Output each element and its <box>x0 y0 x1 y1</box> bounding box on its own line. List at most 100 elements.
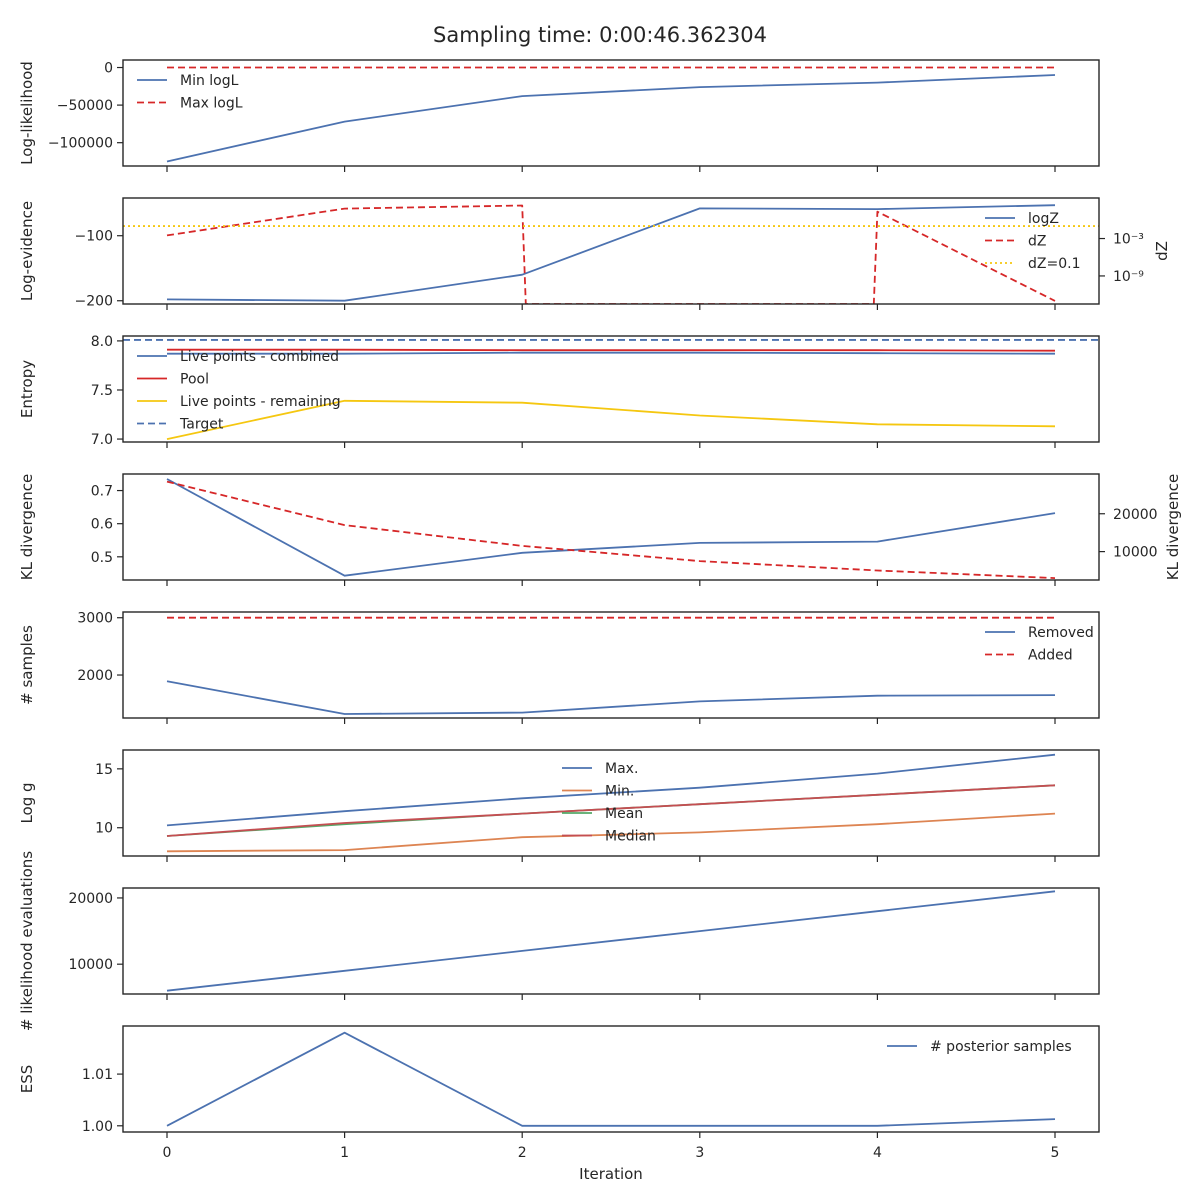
y-tick-label: 0.5 <box>91 550 113 566</box>
series-group <box>123 339 1099 440</box>
axes-frame <box>122 887 1100 995</box>
y-axis-label: ESS <box>18 1065 36 1094</box>
y-tick-label: 0.6 <box>91 517 113 533</box>
y-axis-label: Log-likelihood <box>18 61 36 165</box>
y-axis-label: Entropy <box>18 360 36 418</box>
legend-label: Live points - remaining <box>180 394 341 410</box>
panel-2: −100 −200 10⁻³ 10⁻⁹ Log-evidence dZ logZ dZ dZ=0… <box>18 197 1171 310</box>
x-tick-label: 4 <box>873 1145 882 1161</box>
chart-title: Sampling time: 0:00:46.362304 <box>433 23 767 47</box>
legend-label: Live points - combined <box>180 349 339 365</box>
series-group <box>166 616 1056 715</box>
y-tick-label: 7.5 <box>91 383 113 399</box>
series-line-posterior-samples <box>166 1031 1056 1127</box>
y-axis-label-right: KL divergence <box>1164 474 1182 580</box>
series-group <box>166 66 1056 163</box>
axes-frame <box>122 473 1100 581</box>
legend-label: dZ <box>1028 234 1046 250</box>
y-tick-label: 15 <box>95 762 113 778</box>
series-line-max <box>166 753 1056 827</box>
series-group <box>166 753 1056 853</box>
y-tick-label: −50000 <box>57 98 113 114</box>
axes-frame <box>122 611 1100 719</box>
y-tick-label: −100 <box>75 229 113 245</box>
series-line-removed <box>166 680 1056 715</box>
y-axis-label: KL divergence <box>18 474 36 580</box>
series-line-1 <box>166 480 1056 579</box>
x-tick-label: 3 <box>695 1145 704 1161</box>
y-tick-label-right: 10000 <box>1113 545 1158 561</box>
legend-label: Mean <box>605 806 643 822</box>
y-tick-label: −100000 <box>48 136 113 152</box>
y-axis-label: # likelihood evaluations <box>18 851 36 1031</box>
y-axis-label: # samples <box>18 625 36 705</box>
series-line-logz <box>166 204 1056 302</box>
panel-3: 8.0 7.5 7.0 Entropy Live points - combined Po… <box>18 334 1100 448</box>
legend-label: Target <box>179 417 224 433</box>
series-line-live-points-combined <box>167 351 1056 355</box>
y-tick-label-right: 10⁻³ <box>1113 232 1144 248</box>
axes-frame <box>122 1025 1100 1133</box>
axes-frame <box>122 59 1100 167</box>
y-tick-label: 1.01 <box>82 1067 113 1083</box>
legend-label: # posterior samples <box>930 1039 1072 1055</box>
y-axis-label-right: dZ <box>1153 241 1171 261</box>
y-tick-label: 0.7 <box>91 484 113 500</box>
legend-3: Live points - combined Pool Live points - … <box>137 349 341 433</box>
series-line-live-points-remaining <box>166 399 1056 440</box>
panel-8: 1.01 1.00 ESS # posterior samples 0 1 2 3 4 5 Iter… <box>18 1025 1100 1183</box>
series-line-0 <box>166 890 1056 992</box>
axes-frame <box>122 749 1100 857</box>
x-tick-label: 2 <box>518 1145 527 1161</box>
legend-label: logZ <box>1028 211 1059 227</box>
series-line-median <box>166 784 1056 837</box>
legend-label: Min. <box>605 784 634 800</box>
series-group <box>123 204 1099 304</box>
y-axis-label: Log g <box>18 782 36 823</box>
y-tick-label: 20000 <box>68 891 113 907</box>
legend-5: Removed Added <box>985 625 1094 664</box>
x-tick-label: 1 <box>340 1145 349 1161</box>
series-line-0 <box>166 478 1056 577</box>
y-tick-label: 1.00 <box>82 1119 113 1135</box>
axes-frame <box>122 197 1100 305</box>
legend-1: Min logL Max logL <box>137 73 243 112</box>
legend-label: Median <box>605 829 656 845</box>
legend-label: Removed <box>1028 625 1094 641</box>
x-tick-label: 0 <box>163 1145 172 1161</box>
y-tick-label-right: 20000 <box>1113 507 1158 523</box>
legend-label: Pool <box>180 372 209 388</box>
panel-7: 20000 10000 # likelihood evaluations <box>18 851 1100 1031</box>
series-line-min <box>166 812 1056 853</box>
y-tick-label-right: 10⁻⁹ <box>1113 269 1144 285</box>
legend-2: logZ dZ dZ=0.1 <box>985 211 1080 272</box>
y-tick-label: 10000 <box>68 957 113 973</box>
series-line-pool <box>167 348 1056 352</box>
series-line-dz <box>166 204 1056 304</box>
x-tick-label: 5 <box>1051 1145 1060 1161</box>
y-tick-label: 8.0 <box>91 334 113 350</box>
series-group <box>166 478 1056 579</box>
y-tick-label: 2000 <box>77 668 113 684</box>
legend-label: Min logL <box>180 73 239 89</box>
panel-5: 3000 2000 # samples Removed Added <box>18 611 1100 724</box>
y-tick-label: 10 <box>95 821 113 837</box>
y-tick-label: −200 <box>75 294 113 310</box>
y-tick-label: 3000 <box>77 611 113 627</box>
series-line-min-logl <box>166 74 1056 163</box>
x-axis-label: Iteration <box>579 1165 643 1183</box>
y-axis-label: Log-evidence <box>18 201 36 301</box>
series-group <box>166 890 1056 992</box>
y-tick-label: 0 <box>104 61 113 77</box>
legend-label: Max logL <box>180 96 243 112</box>
legend-label: Max. <box>605 761 638 777</box>
panel-4: 0.7 0.6 0.5 20000 10000 KL divergence KL diver… <box>18 473 1182 586</box>
axes-frame <box>122 335 1100 443</box>
series-group <box>166 1031 1056 1127</box>
legend-label: Added <box>1028 648 1073 664</box>
panels: 0 −50000 −100000 Log-likelihood Min logL Max … <box>18 59 1182 1183</box>
panel-6: 15 10 Log g Max. Min. Mean Median <box>18 749 1100 862</box>
panel-1: 0 −50000 −100000 Log-likelihood Min logL Max … <box>18 59 1100 172</box>
y-tick-label: 7.0 <box>91 432 113 448</box>
